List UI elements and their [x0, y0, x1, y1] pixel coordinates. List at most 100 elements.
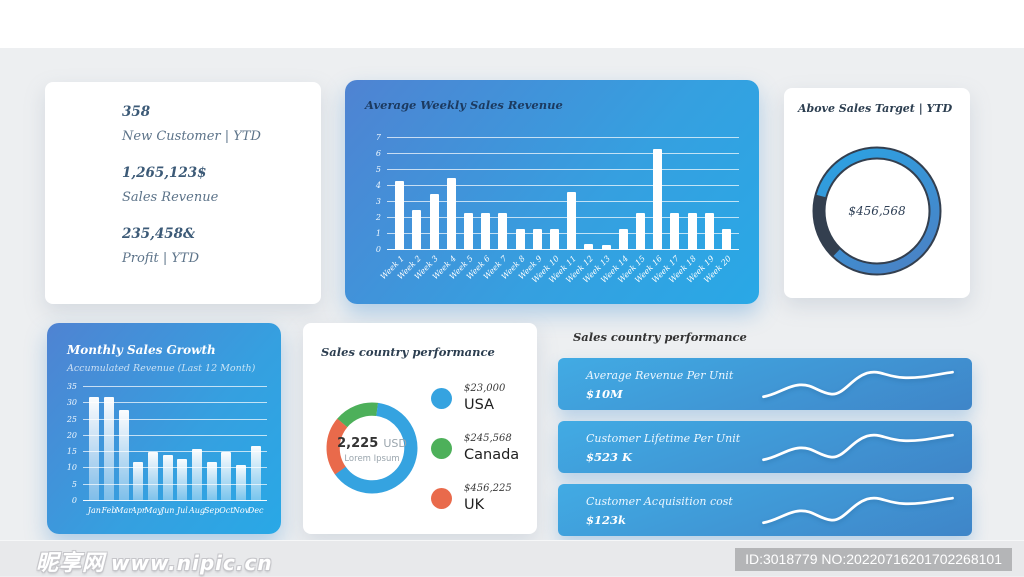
bar: [687, 213, 697, 250]
x-tick-label: Sep: [204, 506, 220, 515]
chart-title: Sales country performance: [321, 345, 495, 359]
legend-label: USA: [464, 397, 495, 413]
bar-column: Week 15: [616, 138, 649, 285]
x-tick-label: Jan: [87, 506, 101, 515]
y-tick-label: 35: [66, 382, 77, 391]
donut-center-unit: USD: [383, 437, 407, 450]
gridline: 6: [376, 149, 739, 158]
y-tick-label: 10: [66, 463, 77, 473]
country-performance-card: Sales country performance 2,225 USD Lore…: [303, 323, 537, 534]
bar-column: Week 4: [430, 138, 460, 281]
metric-row-acquisition-cost[interactable]: Customer Acquisition cost $123k: [558, 484, 972, 536]
bar: [221, 452, 232, 501]
bar-column: Aug: [189, 387, 205, 515]
monthly-bar-plot: 0 5 10 15 20 25 30 35 Jan Feb Mar Apr May Jun Jul Aug Se…: [67, 382, 267, 515]
bar-column: Jan: [87, 387, 102, 515]
x-tick-label: Nov: [232, 506, 250, 515]
bar-column: Feb: [102, 387, 116, 515]
performance-metrics-section: Sales country performance Average Revenu…: [558, 330, 972, 547]
bar: [549, 229, 559, 250]
bar: [412, 210, 422, 250]
x-tick-label: Mar: [115, 506, 133, 515]
metric-label: Average Revenue Per Unit: [586, 369, 734, 382]
x-tick-label: Dec: [247, 506, 264, 515]
x-tick-label: Feb: [101, 506, 117, 515]
metric-value: $523 K: [586, 450, 633, 464]
kpi-label: New Customer | YTD: [122, 129, 261, 144]
y-tick-label: 30: [66, 398, 77, 408]
bar: [162, 455, 173, 501]
bar-column: Week 8: [499, 138, 528, 281]
gridline: 5: [72, 480, 267, 489]
chart-title: Above Sales Target | YTD: [798, 102, 953, 115]
gridline: 30: [67, 398, 267, 407]
kpi-summary-card: 358 New Customer | YTD 1,265,123$ Sales …: [45, 82, 321, 304]
bar-column: Week 5: [448, 138, 477, 281]
gridline: 15: [67, 447, 267, 456]
bar-column: Mar: [115, 387, 132, 515]
chart-subtitle: Accumulated Revenue (Last 12 Month): [67, 363, 256, 374]
y-tick-label: 1: [375, 229, 381, 238]
kpi-value: 1,265,123$: [122, 165, 207, 181]
kpi-value: 358: [122, 104, 151, 120]
bar-column: Week 12: [564, 138, 597, 285]
top-white-strip: [0, 0, 1024, 48]
target-donut-chart: [812, 146, 942, 276]
bar-column: Week 17: [650, 138, 683, 285]
kpi-new-customers: 358 New Customer | YTD: [122, 104, 261, 144]
bar-column: Week 2: [396, 138, 425, 281]
legend-item-uk: $456,225 UK: [431, 483, 519, 513]
legend-value: $456,225: [464, 483, 512, 494]
bar: [463, 213, 473, 250]
x-tick-label: Apr: [130, 506, 146, 515]
metric-value: $10M: [586, 387, 623, 401]
gridline: 25: [67, 415, 267, 424]
chart-title: Monthly Sales Growth: [67, 343, 216, 357]
legend-value: $23,000: [464, 383, 506, 394]
section-title: Sales country performance: [573, 330, 747, 344]
gridline: 1: [376, 229, 739, 238]
metric-row-average-revenue[interactable]: Average Revenue Per Unit $10M: [558, 358, 972, 410]
y-tick-label: 2: [375, 213, 381, 222]
weekly-sales-chart-card: Average Weekly Sales Revenue 0 1 2 3 4 5 6 7 Wee…: [345, 80, 759, 304]
bar-column: Week 11: [547, 138, 580, 285]
bar: [584, 243, 594, 250]
bar: [118, 409, 129, 501]
bar: [498, 213, 508, 250]
bar: [395, 181, 405, 250]
bar-column: Week 10: [530, 138, 563, 285]
y-tick-label: 0: [375, 245, 381, 254]
kpi-label: Sales Revenue: [122, 190, 219, 205]
bar-column: Nov: [233, 387, 249, 515]
y-tick-label: 7: [375, 133, 381, 142]
bar: [618, 229, 628, 250]
bar-column: Week 14: [599, 138, 632, 285]
bar: [653, 149, 663, 250]
bar-column: May: [144, 387, 162, 515]
bar-column: Oct: [219, 387, 234, 515]
donut-center: 2,225 USD Lorem Ipsum: [319, 395, 425, 501]
legend-item-canada: $245,568 Canada: [431, 433, 519, 463]
y-tick-label: 0: [71, 496, 77, 505]
bar: [133, 461, 144, 501]
bar-column: Week 13: [582, 138, 614, 285]
legend-value: $245,568: [464, 433, 512, 444]
gridline: 10: [67, 463, 267, 472]
metric-row-customer-lifetime[interactable]: Customer Lifetime Per Unit $523 K: [558, 421, 972, 473]
bar-column: Week 6: [465, 138, 494, 281]
legend-dot-usa: [431, 387, 452, 409]
donut-legend: $23,000 USA $245,568 Canada $456,225 UK: [431, 383, 519, 533]
donut-center-caption: Lorem Ipsum: [344, 454, 400, 464]
kpi-sales-revenue: 1,265,123$ Sales Revenue: [122, 165, 261, 205]
gridline: 4: [376, 181, 739, 190]
gridline: 7: [376, 133, 739, 142]
bar-column: Week 9: [516, 138, 546, 281]
bar-column: Week 16: [633, 138, 666, 285]
kpi-block: 358 New Customer | YTD 1,265,123$ Sales …: [122, 104, 261, 287]
watermark-site-url: www.nipic.cn: [111, 551, 273, 575]
y-tick-label: 5: [71, 479, 77, 489]
x-tick-label: Jun: [160, 506, 175, 515]
bar: [250, 445, 261, 501]
kpi-profit: 235,458& Profit | YTD: [122, 226, 261, 266]
bar-column: Week 20: [702, 138, 735, 285]
